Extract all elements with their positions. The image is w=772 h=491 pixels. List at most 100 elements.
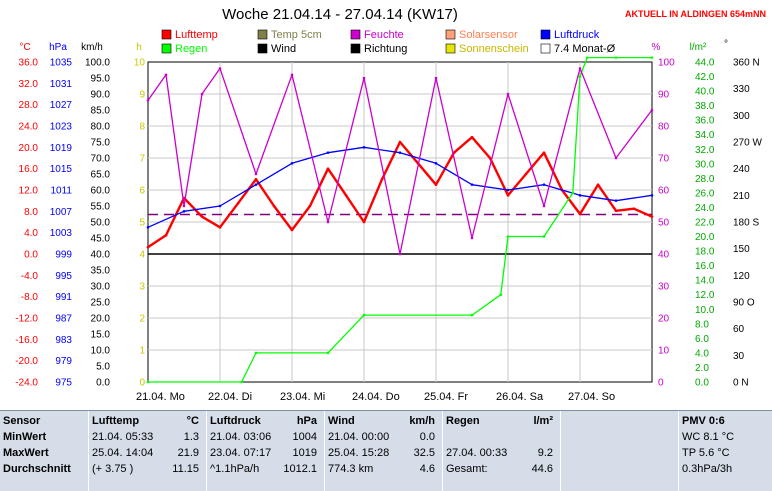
stats-unit: l/m² xyxy=(533,415,553,427)
x-tick-label: 21.04. Mo xyxy=(136,391,185,403)
humidity-tick-label: 100 xyxy=(658,58,675,69)
series-lufttemp-point xyxy=(632,207,636,210)
direction-tick-label: 240 xyxy=(733,164,750,175)
series-regen-point xyxy=(326,351,330,355)
rain-tick-label: 30.0 xyxy=(695,159,715,170)
series-regen-point xyxy=(585,56,589,59)
legend-swatch xyxy=(445,43,456,54)
hpa-tick-label: 1011 xyxy=(50,186,72,197)
rain-tick-label: 38.0 xyxy=(695,101,715,112)
stats-value: 11.15 xyxy=(172,463,199,475)
celsius-tick-label: 0.0 xyxy=(24,250,38,261)
celsius-tick-label: 12.0 xyxy=(19,186,39,197)
rain-tick-label: 16.0 xyxy=(695,261,715,272)
hpa-tick-label: 1015 xyxy=(50,164,73,175)
series-lufttemp-point xyxy=(614,209,618,213)
celsius-tick-label: 4.0 xyxy=(24,228,38,239)
stats-value: WC 8.1 °C xyxy=(682,431,735,443)
hours-tick-label: 4 xyxy=(139,250,145,261)
legend-label: Wind xyxy=(271,43,296,55)
direction-tick-label: 330 xyxy=(733,84,750,95)
stats-value: 1004 xyxy=(292,431,317,443)
celsius-tick-label: 8.0 xyxy=(24,207,38,218)
celsius-axis-unit: °C xyxy=(19,42,30,53)
hpa-tick-label: 1035 xyxy=(50,58,73,69)
series-feuchte-point xyxy=(542,204,546,208)
series-luftdruck-point xyxy=(578,194,582,197)
series-lufttemp-point xyxy=(650,215,654,218)
stats-time: 14:04 xyxy=(125,447,154,459)
legend-label: Richtung xyxy=(364,43,407,55)
celsius-tick-label: -12.0 xyxy=(15,314,38,325)
series-luftdruck-point xyxy=(614,199,618,202)
stats-rowlabel: MinWert xyxy=(3,431,47,443)
stats-table: Sensor MinWert MaxWert Durchschnitt Luft… xyxy=(0,410,772,491)
hpa-tick-label: 991 xyxy=(55,292,72,303)
rain-tick-label: 18.0 xyxy=(695,247,715,258)
hpa-tick-label: 1019 xyxy=(50,143,73,154)
celsius-tick-label: 28.0 xyxy=(19,100,39,111)
series-feuchte-point xyxy=(650,108,654,112)
legend-label: Sonnenschein xyxy=(459,43,529,55)
direction-tick-label: 270 W xyxy=(733,138,762,149)
humidity-tick-label: 50 xyxy=(658,218,670,229)
direction-tick-label: 150 xyxy=(733,244,750,255)
kmh-axis-unit: km/h xyxy=(81,42,103,53)
humidity-tick-label: 20 xyxy=(658,314,670,325)
legend-swatch xyxy=(350,43,361,54)
series-luftdruck-point xyxy=(542,183,546,186)
series-luftdruck-point xyxy=(290,162,294,165)
stats-value: 1.3 xyxy=(183,431,199,443)
series-luftdruck-point xyxy=(254,183,258,186)
stats-col-sensor: Sensor MinWert MaxWert Durchschnitt xyxy=(0,411,88,491)
stats-value: 9.2 xyxy=(537,447,553,459)
series-regen-point xyxy=(650,56,654,59)
stats-date: 25.04. xyxy=(328,447,359,459)
direction-tick-label: 180 S xyxy=(733,218,759,229)
stats-date: 27.04. xyxy=(446,447,477,459)
direction-tick-label: 210 xyxy=(733,191,750,202)
series-lufttemp-point xyxy=(326,167,330,170)
direction-tick-label: 0 N xyxy=(733,378,749,389)
celsius-tick-label: -24.0 xyxy=(15,378,38,389)
rain-tick-label: 28.0 xyxy=(695,174,715,185)
series-lufttemp-point xyxy=(488,156,492,160)
rain-tick-label: 14.0 xyxy=(695,276,715,287)
series-luftdruck-point xyxy=(362,146,366,149)
x-tick-label: 24.04. Do xyxy=(352,391,400,403)
legend-label: Feuchte xyxy=(364,29,404,41)
stats-value: 32.5 xyxy=(413,447,435,459)
kmh-tick-label: 90.0 xyxy=(91,90,111,101)
kmh-tick-label: 25.0 xyxy=(91,298,111,309)
humidity-tick-label: 0 xyxy=(658,378,664,389)
x-tick-label: 26.04. Sa xyxy=(496,391,544,403)
series-lufttemp-point xyxy=(200,215,204,218)
humidity-tick-label: 80 xyxy=(658,122,670,133)
series-lufttemp-point xyxy=(362,220,366,224)
series-luftdruck-point xyxy=(146,226,150,229)
humidity-tick-label: 40 xyxy=(658,250,670,261)
stats-value: TP 5.6 °C xyxy=(682,447,730,459)
stats-time: 00:00 xyxy=(361,431,390,443)
series-regen-point xyxy=(578,75,582,78)
series-regen-point xyxy=(254,351,258,355)
celsius-tick-label: -4.0 xyxy=(21,271,39,282)
kmh-tick-label: 80.0 xyxy=(91,122,111,133)
direction-tick-label: 60 xyxy=(733,324,745,335)
series-regen-point xyxy=(542,235,546,238)
series-regen-point xyxy=(146,380,150,384)
rain-tick-label: 8.0 xyxy=(695,319,709,330)
series-lufttemp-point xyxy=(146,245,150,249)
stats-unit: °C xyxy=(186,415,199,427)
rain-tick-label: 20.0 xyxy=(695,232,715,243)
series-feuchte-point xyxy=(254,172,258,176)
series-lufttemp-point xyxy=(542,151,546,154)
stats-header: PMV 0:6 xyxy=(682,415,725,427)
rain-tick-label: 22.0 xyxy=(695,218,715,229)
kmh-tick-label: 45.0 xyxy=(91,234,111,245)
series-luftdruck-point xyxy=(182,210,186,213)
stats-date: 23.04. xyxy=(210,447,241,459)
x-tick-label: 25.04. Fr xyxy=(424,391,468,403)
stats-rowlabel: MaxWert xyxy=(3,447,49,459)
rain-tick-label: 44.0 xyxy=(695,58,715,69)
